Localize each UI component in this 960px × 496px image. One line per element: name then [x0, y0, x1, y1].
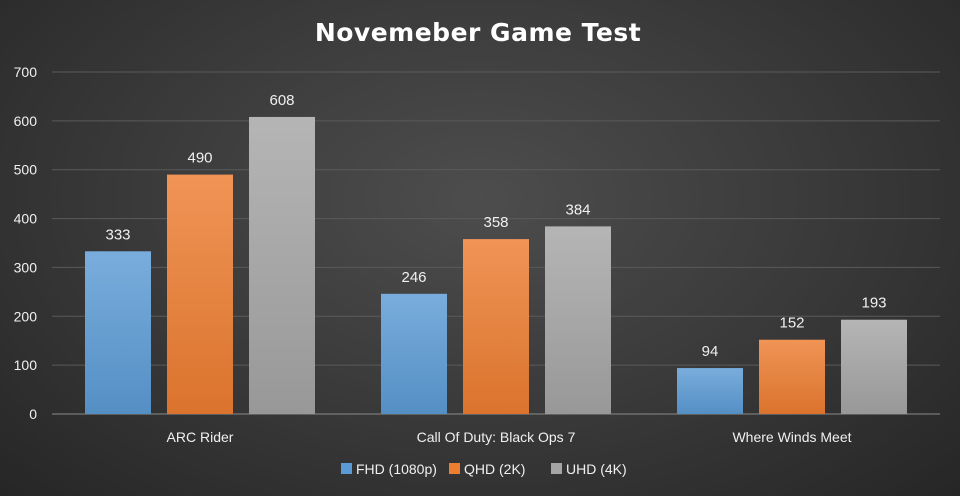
- bar-qhd-2k-: [463, 239, 529, 414]
- y-tick-label: 700: [14, 64, 38, 80]
- x-axis-categories: ARC Rider Call Of Duty: Black Ops 7 Where …: [167, 429, 852, 445]
- y-axis-ticks: 0 100 200 300 400 500 600 700: [14, 64, 38, 422]
- y-tick-label: 100: [14, 357, 38, 373]
- legend-label: QHD (2K): [464, 461, 525, 477]
- bar-uhd-4k-: [249, 116, 315, 414]
- chart-title: Novemeber Game Test: [315, 18, 641, 47]
- y-tick-label: 600: [14, 113, 38, 129]
- data-label: 152: [779, 315, 804, 332]
- bar-uhd-4k-: [545, 226, 611, 414]
- bar-qhd-2k-: [759, 339, 825, 414]
- legend-swatch: [341, 463, 352, 474]
- category-label: Call Of Duty: Black Ops 7: [417, 429, 576, 445]
- data-label: 358: [483, 214, 508, 231]
- y-tick-label: 200: [14, 308, 38, 324]
- legend-label: FHD (1080p): [356, 461, 437, 477]
- data-labels: 333 490 608 246 358 384 94 152 193: [105, 92, 886, 360]
- data-label: 333: [105, 226, 130, 243]
- y-tick-label: 500: [14, 162, 38, 178]
- data-label: 246: [401, 269, 426, 286]
- bar-fhd-1080p-: [85, 251, 151, 414]
- bars: [85, 116, 907, 414]
- legend-label: UHD (4K): [566, 461, 627, 477]
- legend: FHD (1080p) QHD (2K) UHD (4K): [341, 461, 627, 477]
- bar-fhd-1080p-: [677, 368, 743, 414]
- bar-fhd-1080p-: [381, 293, 447, 414]
- data-label: 490: [187, 150, 212, 167]
- bar-qhd-2k-: [167, 174, 233, 414]
- y-tick-label: 300: [14, 259, 38, 275]
- category-label: Where Winds Meet: [732, 429, 851, 445]
- category-label: ARC Rider: [167, 429, 234, 445]
- legend-swatch: [551, 463, 562, 474]
- bar-uhd-4k-: [841, 319, 907, 414]
- legend-swatch: [449, 463, 460, 474]
- data-label: 384: [565, 201, 590, 218]
- y-tick-label: 0: [29, 406, 37, 422]
- y-tick-label: 400: [14, 211, 38, 227]
- data-label: 608: [269, 92, 294, 109]
- data-label: 193: [861, 295, 886, 312]
- data-label: 94: [702, 343, 719, 360]
